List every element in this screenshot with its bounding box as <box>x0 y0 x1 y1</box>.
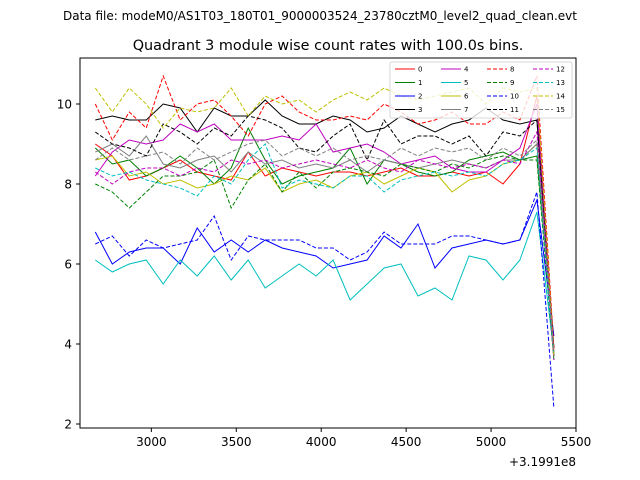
legend-label-4: 4 <box>464 66 469 74</box>
series-line-4 <box>94 103 555 357</box>
series-line-12 <box>95 130 555 361</box>
series-line-8 <box>94 74 555 349</box>
series-line-10 <box>95 191 555 409</box>
series-line-9 <box>95 155 555 361</box>
legend-label-3: 3 <box>418 106 422 114</box>
x-tick-label: 5000 <box>476 435 507 449</box>
series-line-2 <box>94 198 555 337</box>
legend-label-10: 10 <box>510 93 519 101</box>
x-tick-label: 3500 <box>221 435 252 449</box>
x-offset-label: +3.1991e8 <box>509 455 576 469</box>
axes-frame <box>79 57 577 429</box>
x-tick-label: 5500 <box>561 435 592 449</box>
x-tick-label: 3000 <box>136 435 167 449</box>
series-line-1 <box>94 126 555 349</box>
series-line-11 <box>95 115 555 357</box>
legend-label-13: 13 <box>556 79 565 87</box>
legend-label-8: 8 <box>510 66 514 74</box>
series-line-7 <box>95 135 555 357</box>
legend-label-9: 9 <box>510 79 514 87</box>
legend-label-5: 5 <box>464 79 468 87</box>
y-tick-label: 8 <box>64 178 72 192</box>
chart-suptitle: Data file: modeM0/AS1T03_180T01_90000035… <box>63 9 577 23</box>
legend-label-14: 14 <box>556 93 565 101</box>
y-tick-label: 6 <box>64 258 72 272</box>
legend-label-11: 11 <box>510 106 519 114</box>
series-line-0 <box>95 95 555 353</box>
legend-box <box>389 61 573 119</box>
legend-label-0: 0 <box>418 66 422 74</box>
series-line-15 <box>95 138 555 353</box>
legend-label-6: 6 <box>464 93 469 101</box>
chart-title: Quadrant 3 module wise count rates with … <box>133 38 524 54</box>
y-tick-label: 4 <box>64 338 72 352</box>
series-layer <box>94 74 555 409</box>
x-tick-label: 4500 <box>391 435 422 449</box>
series-line-14 <box>94 87 555 357</box>
series-line-13 <box>95 143 555 357</box>
legend-label-15: 15 <box>556 106 565 114</box>
legend-label-2: 2 <box>418 93 422 101</box>
series-line-5 <box>95 211 555 353</box>
y-axis: 2 4 6 8 10 <box>57 98 80 432</box>
legend-label-12: 12 <box>556 66 565 74</box>
x-tick-label: 4000 <box>306 435 337 449</box>
y-tick-label: 10 <box>57 98 72 112</box>
legend-label-7: 7 <box>464 106 468 114</box>
y-tick-label: 2 <box>64 418 72 432</box>
series-line-6 <box>95 142 555 353</box>
x-axis: 3000 3500 4000 4500 5000 5500 <box>136 428 591 449</box>
legend-label-1: 1 <box>418 79 422 87</box>
